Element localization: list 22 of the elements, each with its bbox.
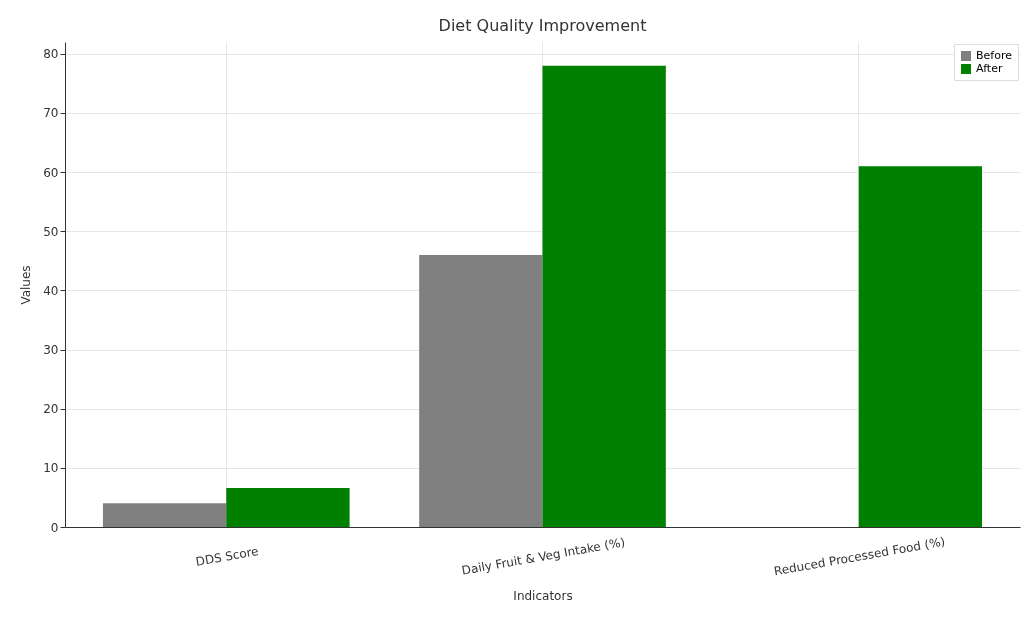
bar [226, 487, 350, 527]
y-tick-label: 10 [43, 461, 59, 476]
chart-title: Diet Quality Improvement [438, 16, 647, 35]
legend-label: After [976, 62, 1003, 75]
legend-label: Before [976, 49, 1013, 62]
bar [542, 65, 666, 527]
y-tick-label: 0 [50, 520, 59, 535]
y-tick-label: 40 [43, 283, 59, 298]
y-tick-label: 80 [43, 47, 59, 62]
y-tick-label: 30 [43, 343, 59, 358]
x-axis-title: Indicators [513, 589, 573, 604]
y-tick-label: 20 [43, 402, 59, 417]
bar [102, 503, 227, 527]
x-tick-label: Reduced Processed Food (%) [772, 534, 947, 579]
bar [858, 166, 983, 527]
bar [419, 254, 543, 527]
y-axis-title: Values [19, 265, 34, 305]
y-tick-label: 70 [43, 106, 59, 121]
y-tick-label: 60 [43, 165, 59, 180]
x-tick-label: DDS Score [194, 544, 260, 569]
x-tick-label: Daily Fruit & Veg Intake (%) [460, 535, 627, 578]
y-tick-label: 50 [43, 224, 59, 239]
